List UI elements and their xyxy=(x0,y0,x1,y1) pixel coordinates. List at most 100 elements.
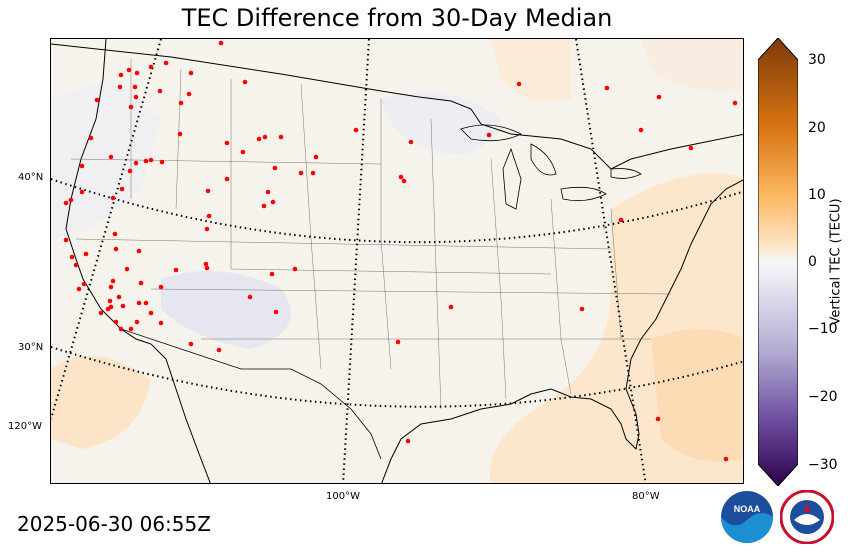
station-marker xyxy=(107,298,113,304)
station-marker xyxy=(448,304,454,310)
tec-shading xyxy=(51,39,743,483)
station-marker xyxy=(108,284,114,290)
station-marker xyxy=(159,159,165,165)
station-marker xyxy=(723,456,729,462)
noaa-logo-text: NOAA xyxy=(734,504,761,514)
station-marker xyxy=(143,158,149,164)
station-marker xyxy=(178,100,184,106)
colorbar-tick: 10 xyxy=(808,187,826,203)
station-marker xyxy=(136,248,142,254)
nws-logo xyxy=(780,490,834,544)
station-marker xyxy=(133,160,139,166)
lon-label-80w: 80°W xyxy=(632,491,660,502)
gulf-coastline xyxy=(381,179,743,483)
station-marker xyxy=(216,347,222,353)
station-marker xyxy=(604,85,610,91)
station-marker xyxy=(313,154,319,160)
station-marker xyxy=(136,300,142,306)
station-marker xyxy=(128,326,134,332)
station-marker xyxy=(94,97,100,103)
station-marker xyxy=(242,79,248,85)
station-marker xyxy=(516,81,522,87)
station-marker xyxy=(81,281,87,287)
station-marker xyxy=(240,149,246,155)
station-marker xyxy=(132,84,138,90)
lon-label-100w: 100°W xyxy=(326,491,360,502)
station-marker xyxy=(69,254,75,260)
station-marker xyxy=(398,174,404,180)
colorbar-tick: −20 xyxy=(808,389,838,405)
station-marker xyxy=(163,60,169,66)
station-marker xyxy=(269,271,275,277)
timestamp: 2025-06-30 06:55Z xyxy=(17,512,211,536)
station-marker xyxy=(117,84,123,90)
mexico-border xyxy=(120,328,382,460)
station-marker xyxy=(204,226,210,232)
station-marker xyxy=(108,154,114,160)
station-marker xyxy=(218,40,224,46)
station-marker xyxy=(113,246,119,252)
colorbar-tick: 20 xyxy=(808,120,826,136)
station-marker xyxy=(124,266,130,272)
station-marker xyxy=(188,341,194,347)
station-markers xyxy=(63,40,738,462)
station-marker xyxy=(143,300,149,306)
lon-label-120w: 120°W xyxy=(8,421,42,432)
station-marker xyxy=(270,199,276,205)
colorbar xyxy=(758,38,798,486)
station-marker xyxy=(133,94,139,100)
station-marker xyxy=(79,163,85,169)
station-marker xyxy=(148,310,154,316)
station-marker xyxy=(292,266,298,272)
station-marker xyxy=(113,319,119,325)
west-coastline xyxy=(65,39,211,483)
station-marker xyxy=(206,213,212,219)
station-marker xyxy=(655,416,661,422)
station-marker xyxy=(110,195,116,201)
station-marker xyxy=(224,140,230,146)
station-marker xyxy=(272,165,278,171)
map-title: TEC Difference from 30-Day Median xyxy=(181,4,613,32)
station-marker xyxy=(188,70,194,76)
lat-label-40n: 40°N xyxy=(18,172,44,183)
great-lakes xyxy=(460,124,642,210)
station-marker xyxy=(98,310,104,316)
station-marker xyxy=(157,88,163,94)
station-marker xyxy=(486,132,492,138)
station-marker xyxy=(134,70,140,76)
colorbar-tick: 0 xyxy=(808,254,817,270)
station-marker xyxy=(273,309,279,315)
station-marker xyxy=(148,157,154,163)
station-marker xyxy=(638,127,644,133)
station-marker xyxy=(128,104,134,110)
station-marker xyxy=(408,139,414,145)
station-marker xyxy=(79,189,85,195)
station-marker xyxy=(656,94,662,100)
map-canvas xyxy=(51,39,743,483)
station-marker xyxy=(261,203,267,209)
station-marker xyxy=(405,438,411,444)
station-marker xyxy=(265,189,271,195)
state-borders xyxy=(70,59,672,410)
station-marker xyxy=(88,135,94,141)
station-marker xyxy=(126,67,132,73)
station-marker xyxy=(112,231,118,237)
station-marker xyxy=(310,170,316,176)
colorbar-tick: −10 xyxy=(808,321,838,337)
station-marker xyxy=(579,306,585,312)
station-marker xyxy=(247,294,253,300)
station-marker xyxy=(177,131,183,137)
station-marker xyxy=(401,178,407,184)
station-marker xyxy=(158,320,164,326)
station-marker xyxy=(204,265,210,271)
colorbar-tick: 30 xyxy=(808,52,826,68)
canada-border xyxy=(51,43,743,170)
station-marker xyxy=(83,251,89,257)
station-marker xyxy=(110,278,116,284)
noaa-logo: NOAA xyxy=(721,491,773,543)
station-marker xyxy=(203,261,209,267)
station-marker xyxy=(186,91,192,97)
station-marker xyxy=(120,303,126,309)
station-marker xyxy=(76,286,82,292)
station-marker xyxy=(298,170,304,176)
